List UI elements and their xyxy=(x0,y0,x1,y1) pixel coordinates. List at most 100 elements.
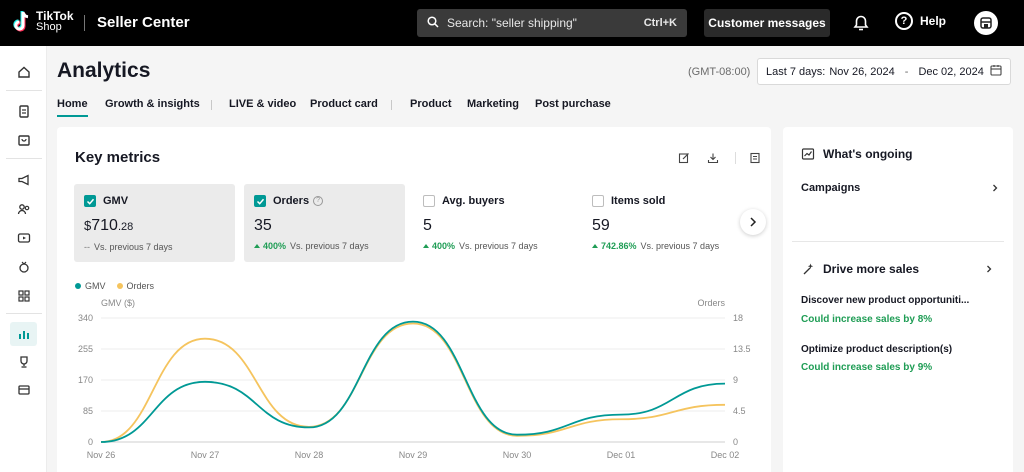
date-range-picker[interactable]: Last 7 days: Nov 26, 2024 - Dec 02, 2024 xyxy=(757,58,1011,85)
chevron-right-icon xyxy=(993,184,998,192)
apps-icon[interactable] xyxy=(10,284,37,308)
home-icon[interactable] xyxy=(10,60,37,84)
legend-label: Orders xyxy=(126,281,155,291)
customer-messages-button[interactable]: Customer messages xyxy=(704,9,830,37)
legend-item-orders[interactable]: Orders xyxy=(116,281,155,291)
avg-buyers-checkbox[interactable] xyxy=(423,195,435,207)
left-tick-label: 0 xyxy=(88,437,93,447)
tab-growth-insights[interactable]: Growth & insights xyxy=(105,98,200,110)
suggestion-impact: Could increase sales by 8% xyxy=(801,314,933,325)
metrics-next-button[interactable] xyxy=(740,209,766,235)
metric-name: Avg. buyers xyxy=(442,195,505,207)
top-bar: TikTok Shop Seller Center Search: "selle… xyxy=(0,0,1024,46)
key-metrics-title: Key metrics xyxy=(75,149,161,166)
tab-marketing[interactable]: Marketing xyxy=(467,98,519,110)
x-tick-label: Nov 28 xyxy=(295,450,324,460)
logo-text-tiktok: TikTok xyxy=(36,9,74,23)
series-line-orders[interactable] xyxy=(100,322,726,443)
tab-product[interactable]: Product xyxy=(410,98,452,110)
tab-divider xyxy=(211,100,212,110)
growth-icon[interactable] xyxy=(10,255,37,279)
rewards-icon[interactable] xyxy=(10,350,37,374)
metric-currency: $ xyxy=(84,218,92,233)
info-icon[interactable]: ? xyxy=(313,196,324,206)
metric-value: 5 xyxy=(423,217,564,235)
legend-item-gmv[interactable]: GMV xyxy=(75,281,106,291)
finance-icon[interactable] xyxy=(10,378,37,402)
legend-dot xyxy=(116,283,123,289)
metric-name: GMV xyxy=(103,195,129,207)
campaigns-row[interactable]: Campaigns xyxy=(801,182,999,194)
metric-change: -- xyxy=(84,242,90,252)
series-line-gmv[interactable] xyxy=(100,320,726,443)
left-tick-label: 255 xyxy=(78,344,93,354)
metric-change: 400% xyxy=(263,241,287,251)
metric-value-dec: .28 xyxy=(117,221,134,233)
affiliate-icon[interactable] xyxy=(10,197,37,221)
x-tick-label: Nov 27 xyxy=(191,450,220,460)
metric-value: $710.28 xyxy=(84,217,225,236)
trend-chart-icon xyxy=(801,147,815,161)
search-bar[interactable]: Search: "seller shipping" Ctrl+K xyxy=(417,9,687,37)
date-start: Nov 26, 2024 xyxy=(829,65,895,78)
tab-divider xyxy=(391,100,392,110)
side-divider xyxy=(792,241,1004,242)
tab-live-video[interactable]: LIVE & video xyxy=(229,98,297,110)
tab-product-card[interactable]: Product card xyxy=(310,98,378,110)
metric-card-items-sold[interactable]: Items sold 59 742.86% Vs. previous 7 day… xyxy=(582,184,743,262)
sidebar-divider xyxy=(6,313,42,314)
tiktok-shop-logo[interactable]: TikTok Shop xyxy=(12,10,74,34)
metric-value-int: 5 xyxy=(423,217,432,234)
x-tick-label: Nov 26 xyxy=(87,450,116,460)
tiktok-logo-icon xyxy=(12,10,32,34)
search-input[interactable]: Search: "seller shipping" xyxy=(447,16,577,30)
marketing-icon[interactable] xyxy=(10,168,37,192)
analytics-icon[interactable] xyxy=(10,322,37,346)
edit-icon[interactable] xyxy=(677,151,691,165)
help-label: Help xyxy=(920,14,947,28)
calendar-icon xyxy=(990,64,1002,79)
search-icon xyxy=(427,15,439,31)
metric-comparison: Vs. previous 7 days xyxy=(290,241,369,251)
metric-card-avg-buyers[interactable]: Avg. buyers 5 400% Vs. previous 7 days xyxy=(413,184,574,262)
trend-up-icon xyxy=(592,244,598,248)
metric-value: 35 xyxy=(254,217,395,235)
sparkle-icon xyxy=(801,262,815,276)
live-icon[interactable] xyxy=(10,226,37,250)
x-tick-label: Nov 29 xyxy=(399,450,428,460)
date-end: Dec 02, 2024 xyxy=(918,65,984,78)
date-separator: - xyxy=(904,65,909,78)
trend-up-icon xyxy=(423,244,429,248)
chart-legend: GMV Orders xyxy=(75,281,165,291)
suggestion-title[interactable]: Optimize product description(s) xyxy=(801,344,953,355)
metric-change: 400% xyxy=(432,241,456,251)
gmv-checkbox[interactable] xyxy=(84,195,96,207)
report-icon[interactable] xyxy=(748,151,762,165)
metric-value-int: 710 xyxy=(91,217,118,234)
items-sold-checkbox[interactable] xyxy=(592,195,604,207)
orders-checkbox[interactable] xyxy=(254,195,266,207)
right-tick-label: 0 xyxy=(733,437,738,447)
actions-divider xyxy=(735,152,736,164)
tab-home[interactable]: Home xyxy=(57,98,88,117)
help-button[interactable]: ? Help xyxy=(895,12,946,30)
x-tick-label: Dec 02 xyxy=(711,450,740,460)
chevron-right-icon[interactable] xyxy=(985,265,993,273)
drive-more-sales-header[interactable]: Drive more sales xyxy=(801,262,919,276)
products-icon[interactable] xyxy=(10,128,37,152)
download-icon[interactable] xyxy=(706,151,720,165)
suggestion-title[interactable]: Discover new product opportuniti... xyxy=(801,295,970,306)
metric-comparison: Vs. previous 7 days xyxy=(640,241,720,251)
sidebar-divider xyxy=(6,158,42,159)
tab-post-purchase[interactable]: Post purchase xyxy=(535,98,611,110)
metric-card-gmv[interactable]: GMV $710.28 -- Vs. previous 7 days xyxy=(74,184,235,262)
metric-comparison: Vs. previous 7 days xyxy=(94,242,173,252)
left-tick-label: 340 xyxy=(78,313,93,323)
metric-card-orders[interactable]: Orders ? 35 400% Vs. previous 7 days xyxy=(244,184,405,262)
shop-avatar[interactable] xyxy=(974,11,998,35)
orders-icon[interactable] xyxy=(10,99,37,123)
bell-icon[interactable] xyxy=(850,12,872,34)
suggestion-impact: Could increase sales by 9% xyxy=(801,362,933,373)
right-tick-label: 18 xyxy=(733,313,743,323)
metric-comparison: Vs. previous 7 days xyxy=(459,241,538,251)
